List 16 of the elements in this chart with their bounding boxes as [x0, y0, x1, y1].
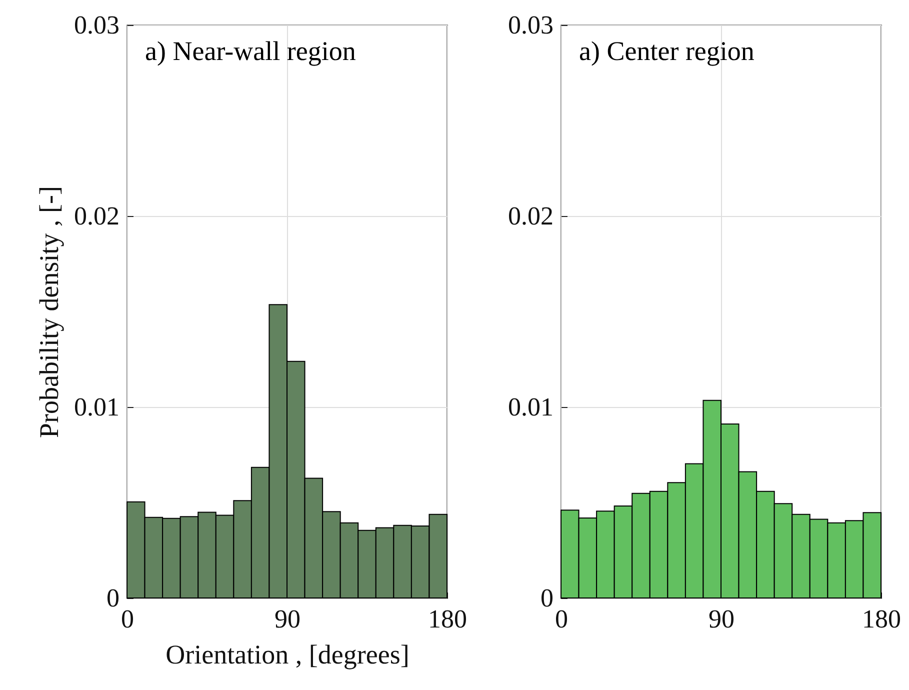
x-tick-label: 180	[862, 604, 901, 634]
y-tick-label: 0.03	[74, 10, 120, 40]
x-tick-label: 180	[428, 604, 467, 634]
chart-title: a) Center region	[579, 36, 755, 66]
y-axis-title: Probability density , [-]	[34, 186, 64, 438]
y-tick-label: 0	[540, 584, 554, 612]
y-tick-label: 0.02	[508, 202, 554, 230]
x-tick-label: 90	[708, 604, 734, 634]
y-tick-label: 0.03	[508, 10, 554, 40]
x-axis-title: Orientation , [degrees]	[166, 640, 410, 670]
chart-title: a) Near-wall region	[145, 36, 356, 66]
x-tick-label: 90	[274, 604, 300, 634]
y-tick-label: 0.02	[74, 202, 120, 230]
y-tick-label: 0	[106, 584, 120, 612]
y-tick-label: 0.01	[74, 392, 120, 422]
y-tick-label: 0.01	[508, 392, 554, 422]
